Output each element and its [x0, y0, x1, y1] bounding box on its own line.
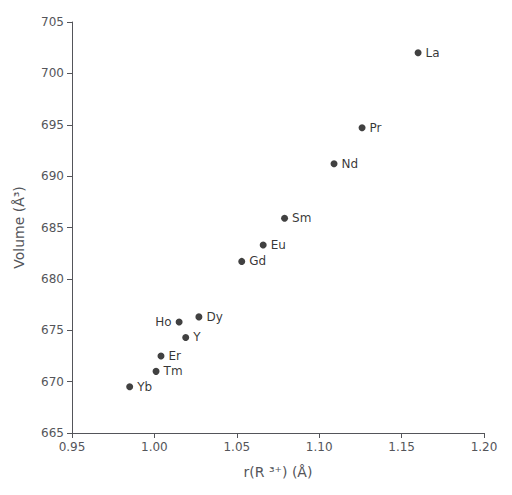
svg-text:1.10: 1.10 — [306, 440, 333, 454]
svg-text:0.95: 0.95 — [59, 440, 86, 454]
svg-text:r(R ³⁺) (Å): r(R ³⁺) (Å) — [244, 464, 313, 480]
svg-text:Ho: Ho — [155, 315, 171, 329]
svg-text:Er: Er — [168, 349, 181, 363]
svg-text:Nd: Nd — [342, 157, 359, 171]
svg-text:1.15: 1.15 — [388, 440, 415, 454]
svg-text:670: 670 — [41, 375, 64, 389]
svg-text:Eu: Eu — [271, 238, 286, 252]
svg-text:Gd: Gd — [249, 254, 266, 268]
svg-text:695: 695 — [41, 118, 64, 132]
svg-text:665: 665 — [41, 426, 64, 440]
svg-text:Tm: Tm — [163, 364, 183, 378]
svg-text:700: 700 — [41, 66, 64, 80]
svg-text:675: 675 — [41, 323, 64, 337]
svg-text:Pr: Pr — [370, 121, 382, 135]
svg-text:La: La — [426, 46, 440, 60]
svg-text:Y: Y — [192, 330, 201, 344]
svg-text:680: 680 — [41, 272, 64, 286]
svg-text:1.05: 1.05 — [223, 440, 250, 454]
svg-text:685: 685 — [41, 221, 64, 235]
svg-text:Dy: Dy — [206, 310, 222, 324]
svg-text:Volume (Å³): Volume (Å³) — [11, 186, 27, 269]
svg-text:Sm: Sm — [292, 211, 311, 225]
svg-text:1.20: 1.20 — [471, 440, 498, 454]
svg-text:705: 705 — [41, 15, 64, 29]
svg-text:Yb: Yb — [136, 380, 152, 394]
svg-text:690: 690 — [41, 169, 64, 183]
svg-text:1.00: 1.00 — [141, 440, 168, 454]
